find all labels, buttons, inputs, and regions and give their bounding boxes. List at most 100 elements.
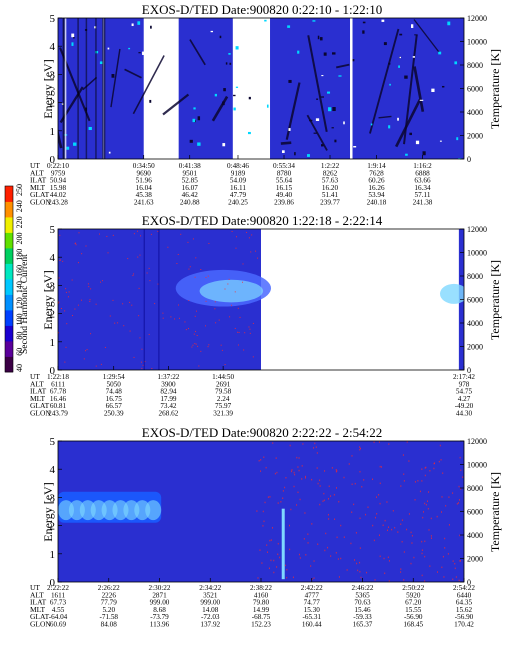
table-cell: 16.20 (322, 184, 339, 192)
table-cell: 1:29:54 (103, 373, 125, 381)
noise-dot (87, 283, 89, 285)
noise-dot (394, 526, 396, 529)
noise-dot (273, 571, 275, 574)
noise-dot (403, 473, 405, 475)
colorbar-tick-label: 120 (15, 297, 24, 309)
noise-dot (112, 234, 114, 236)
table-row-label: ALT (30, 168, 44, 177)
noise-dot (255, 250, 257, 252)
noise-dot (373, 539, 375, 542)
table-cell: 6440 (457, 591, 472, 599)
table-cell: 54.09 (230, 177, 247, 185)
noise-dot (456, 503, 458, 505)
table-cell: 79.58 (215, 388, 232, 396)
table-cell: 63.66 (414, 177, 431, 185)
table-cell: -65.31 (302, 613, 321, 621)
y-tick-label: 0 (50, 154, 56, 166)
noise-dot (302, 443, 304, 445)
colorbar-swatch (5, 310, 13, 326)
table-cell: 49.40 (276, 191, 293, 199)
y2-tick-label: 10000 (467, 461, 487, 470)
noise-dot (189, 266, 191, 268)
table-cell: 2:54:22 (453, 584, 475, 592)
noise-dot (85, 245, 87, 247)
noise-dot (238, 331, 240, 333)
noise-dot (180, 233, 182, 235)
noise-dot (107, 252, 109, 254)
noise-dot (303, 538, 305, 540)
noise-dot (157, 230, 159, 232)
colorbar-swatch (5, 248, 13, 264)
table-cell: -49.20 (455, 402, 474, 410)
noise-dot (443, 576, 445, 578)
noise-dot (441, 566, 443, 569)
trace-dot (431, 88, 435, 92)
noise-dot (421, 480, 423, 482)
noise-dot (215, 322, 217, 324)
noise-dot (400, 523, 402, 525)
panel-3-spectrogram (58, 441, 464, 582)
noise-dot (291, 469, 293, 471)
noise-dot (109, 315, 111, 317)
trace-dot (456, 137, 459, 141)
noise-dot (242, 263, 244, 265)
table-cell: 57.11 (415, 191, 431, 199)
colorbar-tick-label: 100 (15, 314, 24, 326)
noise-dot (228, 278, 230, 280)
noise-dot (148, 333, 150, 335)
y-tick-label: 3 (50, 492, 56, 504)
noise-dot (89, 300, 91, 302)
table-cell: 5.20 (102, 606, 115, 614)
noise-dot (424, 540, 426, 543)
noise-dot (277, 553, 279, 556)
panel-1-spectrogram (58, 18, 462, 159)
trace-dot (332, 52, 336, 55)
noise-dot (424, 580, 426, 582)
noise-dot (441, 496, 443, 498)
noise-dot (351, 483, 353, 486)
noise-dot (458, 579, 460, 582)
noise-dot (359, 547, 361, 549)
noise-dot (176, 263, 178, 265)
noise-dot (220, 344, 222, 346)
noise-dot (263, 520, 265, 523)
noise-dot (459, 534, 461, 537)
table-cell: 160.44 (302, 621, 322, 629)
noise-dot (262, 510, 264, 513)
noise-dot (227, 283, 229, 285)
noise-dot (292, 576, 294, 579)
noise-dot (276, 471, 278, 474)
noise-dot (417, 480, 419, 482)
y-tick-label: 1 (50, 126, 56, 138)
noise-dot (146, 272, 148, 274)
trace-dot (214, 93, 218, 97)
noise-dot (350, 542, 352, 545)
noise-dot (95, 365, 97, 367)
noise-dot (429, 469, 431, 472)
colorbar-tick-label: 180 (15, 249, 24, 261)
noise-dot (354, 559, 356, 561)
noise-dot (379, 502, 381, 505)
trace-dot (149, 99, 152, 103)
noise-dot (151, 367, 153, 369)
trace-dot (315, 118, 320, 122)
noise-dot (333, 494, 335, 496)
trace-stripe (281, 508, 285, 580)
noise-dot (59, 259, 61, 261)
trace-dot (233, 107, 236, 111)
noise-dot (207, 346, 209, 348)
table-cell: 82.94 (160, 388, 177, 396)
table-cell: 16.34 (414, 184, 431, 192)
table-cell: 2691 (216, 380, 231, 388)
noise-dot (261, 562, 263, 564)
noise-dot (59, 259, 61, 261)
table-row-label: ALT (30, 379, 44, 388)
table-cell: 2:30:22 (149, 584, 171, 592)
noise-dot (462, 476, 464, 478)
trace-dot (328, 107, 332, 112)
noise-dot (229, 316, 231, 318)
noise-dot (458, 485, 460, 488)
noise-dot (133, 273, 135, 275)
table-cell: 67.20 (405, 599, 422, 607)
